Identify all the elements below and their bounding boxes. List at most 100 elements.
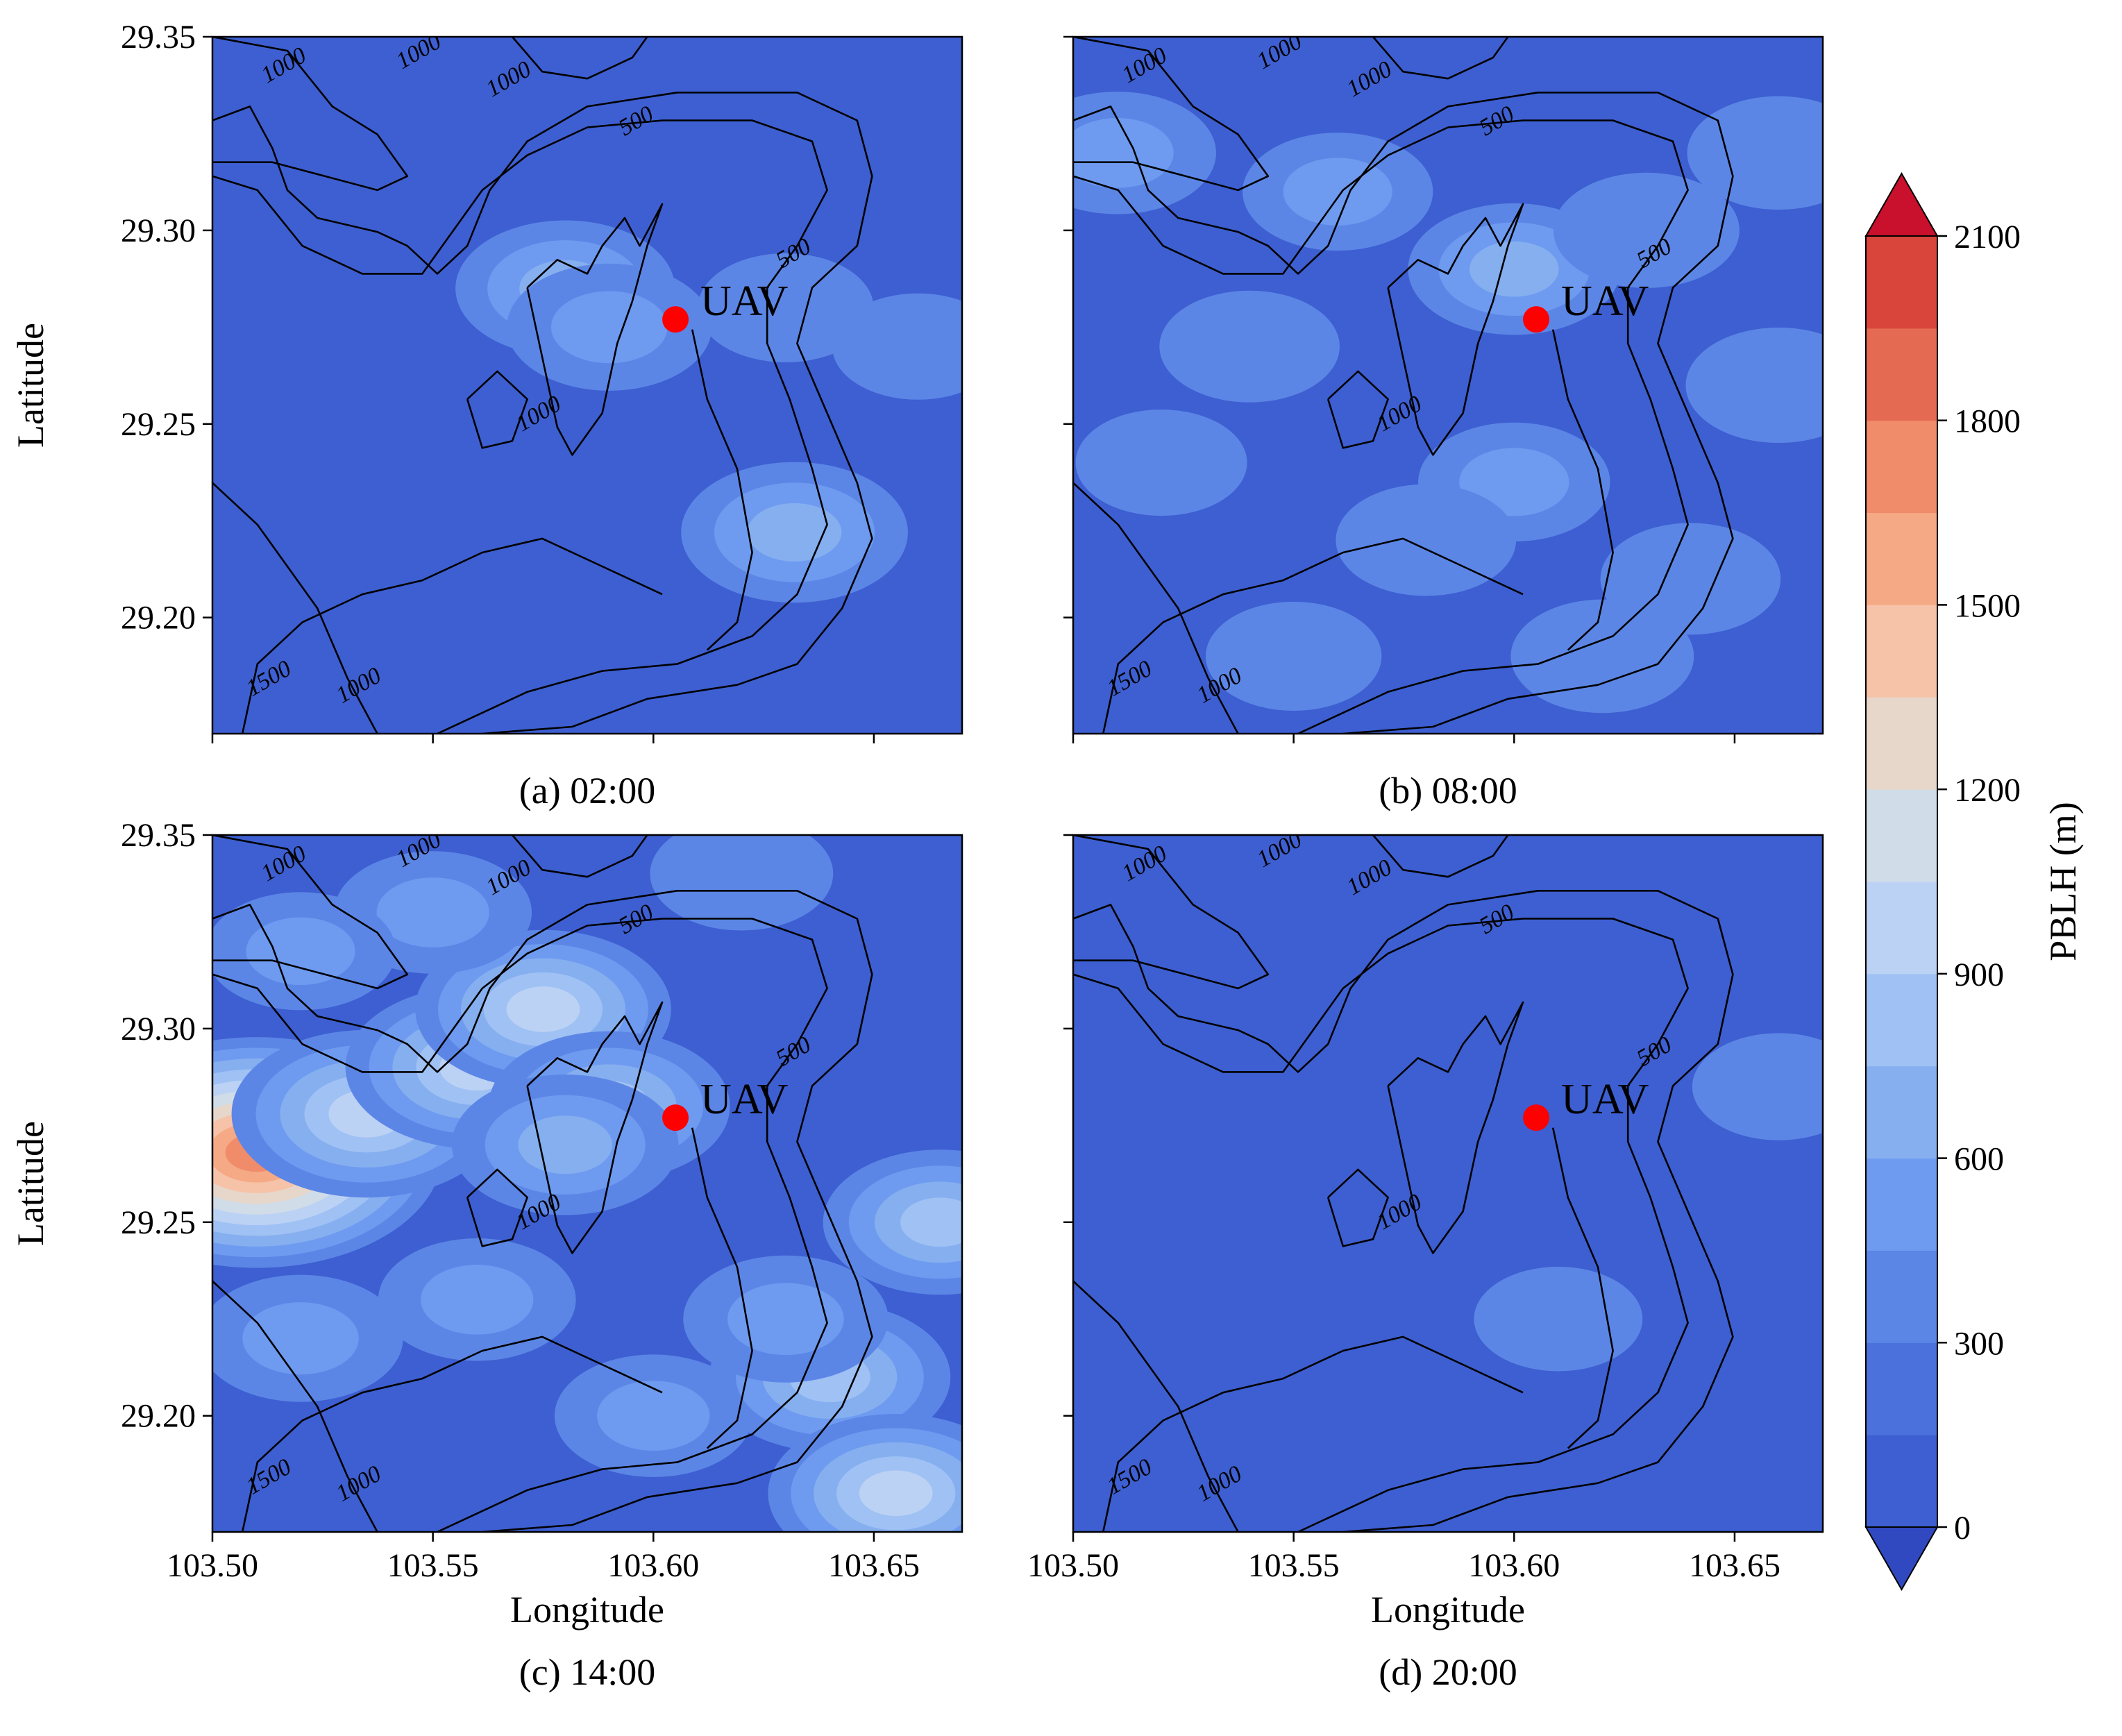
colorbar-segment [1866,882,1937,975]
pblh-blob [554,1354,752,1477]
terrain-contour-line [212,835,409,990]
colorbar-tick-label: 1500 [1954,587,2021,624]
panel-frame [211,834,963,1533]
terrain-contour-line [1102,1335,1524,1532]
uav-label: UAV [700,1076,789,1123]
pblh-blob [1336,484,1517,596]
colorbar-segment [1866,420,1937,514]
pblh-blob [768,1413,962,1532]
terrain-contour-line [1551,329,1614,651]
panel-caption: (b) 08:00 [1379,770,1517,811]
colorbar-segment [1866,605,1937,698]
pblh-field [1073,37,1823,734]
colorbar-extend-max [1864,171,1939,237]
uav-marker [1523,1104,1550,1131]
pblh-level [698,253,874,362]
terrain-contour-line [1073,482,1239,734]
x-tick-label: 103.55 [1248,1547,1340,1584]
pblh-blob [1243,133,1433,251]
terrain-contour-line [212,119,828,734]
colorbar-segment [1866,236,1937,329]
colorbar-segment [1866,1158,1937,1251]
pblh-blob [1073,92,1216,214]
y-tick-label: 29.30 [121,1011,196,1047]
x-tick-label: 103.65 [828,1547,920,1584]
pblh-level [1553,172,1740,288]
terrain-contour-line [1073,835,1270,990]
pblh-level [246,917,355,986]
terrain-contour-line [466,1168,528,1247]
panel-caption: (d) 20:00 [1379,1651,1517,1693]
colorbar-segment [1866,328,1937,421]
pblh-level [420,1264,534,1335]
x-tick-label: 103.65 [1689,1547,1780,1584]
pblh-level [1692,1033,1823,1140]
terrain-contour-line [1073,37,1270,192]
terrain-contour-line [691,329,753,651]
colorbar-tick-label: 1200 [1954,772,2021,809]
pblh-level [550,291,668,364]
terrain-contour-line [526,1001,664,1254]
terrain-contour-line [1372,835,1509,878]
pblh-level [727,1283,844,1356]
colorbar-segment [1866,1435,1937,1528]
pblh-level [518,1115,613,1174]
y-tick-label: 29.20 [121,1398,196,1435]
terrain-contour-line [691,1127,753,1449]
terrain-contour-line [1551,1127,1614,1449]
terrain-contour-line [512,835,648,878]
colorbar-segment [1866,1065,1937,1159]
y-tick-label: 29.20 [121,600,196,637]
panel-frame [1072,834,1824,1533]
colorbar-tick-label: 0 [1954,1510,1971,1547]
uav-label: UAV [700,278,789,325]
terrain-contour-line [241,1335,663,1532]
pblh-blob [698,253,874,362]
y-tick-label: 29.25 [121,1204,196,1241]
pblh-level [650,835,834,931]
uav-marker [662,306,689,333]
terrain-contour-line [1102,537,1524,734]
y-axis-label: Latitude [10,1121,51,1246]
pblh-field [212,37,962,734]
colorbar-segment [1866,1342,1937,1435]
pblh-blob [1685,327,1823,444]
x-axis-label: Longitude [1371,1589,1525,1630]
terrain-contour-line [1073,890,1734,1532]
uav-marker [1523,306,1550,333]
colorbar-extend-min [1864,1526,1939,1592]
terrain-contour-line [1073,119,1689,734]
pblh-level [1510,599,1694,714]
pblh-blob [650,835,834,931]
uav-marker [662,1104,689,1131]
uav-label: UAV [1561,278,1649,325]
pblh-level [1474,1266,1643,1372]
terrain-contour-line [212,918,828,1532]
y-tick-label: 29.25 [121,406,196,443]
field-background [1073,835,1823,1532]
y-axis-label: Latitude [10,323,51,448]
colorbar-segment [1866,512,1937,605]
terrain-contour-line [1387,203,1524,456]
panel-frame [211,35,963,735]
y-tick-label: 29.30 [121,212,196,249]
terrain-contour-line [212,1280,378,1532]
pblh-level [747,503,842,562]
pblh-level [597,1381,710,1451]
colorbar-segment [1866,789,1937,882]
terrain-contour-line [512,37,648,80]
terrain-contour-line [1372,37,1509,80]
terrain-contour-line [1073,92,1734,734]
colorbar-tick-label: 2100 [1954,219,2021,255]
pblh-level [376,877,489,947]
terrain-contour-line [1387,1001,1524,1254]
pblh-blob [1510,599,1694,714]
colorbar: 0 300 600 900 1200 1500 1800 2100 PBLH (m) [1864,171,2084,1592]
colorbar-tick-label: 600 [1954,1141,2004,1178]
